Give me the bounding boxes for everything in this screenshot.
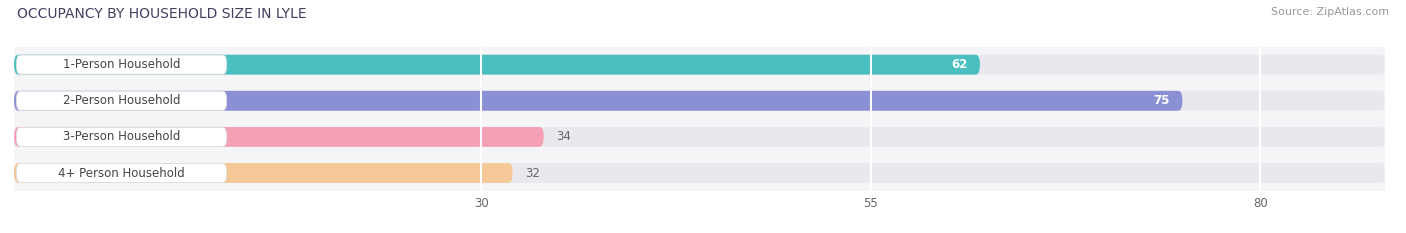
FancyBboxPatch shape xyxy=(17,91,226,110)
Text: 34: 34 xyxy=(557,130,571,143)
Text: 2-Person Household: 2-Person Household xyxy=(63,94,180,107)
FancyBboxPatch shape xyxy=(14,163,1385,183)
Text: 1-Person Household: 1-Person Household xyxy=(63,58,180,71)
Text: 62: 62 xyxy=(950,58,967,71)
FancyBboxPatch shape xyxy=(17,55,226,74)
FancyBboxPatch shape xyxy=(14,127,1385,147)
Text: OCCUPANCY BY HOUSEHOLD SIZE IN LYLE: OCCUPANCY BY HOUSEHOLD SIZE IN LYLE xyxy=(17,7,307,21)
Text: Source: ZipAtlas.com: Source: ZipAtlas.com xyxy=(1271,7,1389,17)
Text: 32: 32 xyxy=(524,167,540,179)
Text: 75: 75 xyxy=(1153,94,1170,107)
Text: 3-Person Household: 3-Person Household xyxy=(63,130,180,143)
FancyBboxPatch shape xyxy=(14,91,1385,111)
FancyBboxPatch shape xyxy=(14,91,1182,111)
FancyBboxPatch shape xyxy=(14,55,980,75)
FancyBboxPatch shape xyxy=(17,127,226,147)
FancyBboxPatch shape xyxy=(17,163,226,183)
FancyBboxPatch shape xyxy=(14,163,513,183)
FancyBboxPatch shape xyxy=(14,55,1385,75)
FancyBboxPatch shape xyxy=(14,127,544,147)
Text: 4+ Person Household: 4+ Person Household xyxy=(58,167,186,179)
